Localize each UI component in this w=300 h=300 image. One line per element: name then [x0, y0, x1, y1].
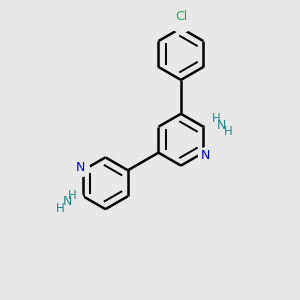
Text: N: N [63, 195, 72, 208]
Text: H: H [212, 112, 220, 125]
Text: Cl: Cl [175, 11, 187, 23]
Text: N: N [216, 119, 226, 132]
Text: H: H [68, 189, 77, 202]
Text: N: N [76, 161, 85, 175]
Text: N: N [201, 148, 210, 161]
Text: H: H [224, 125, 232, 138]
Text: H: H [56, 202, 65, 214]
